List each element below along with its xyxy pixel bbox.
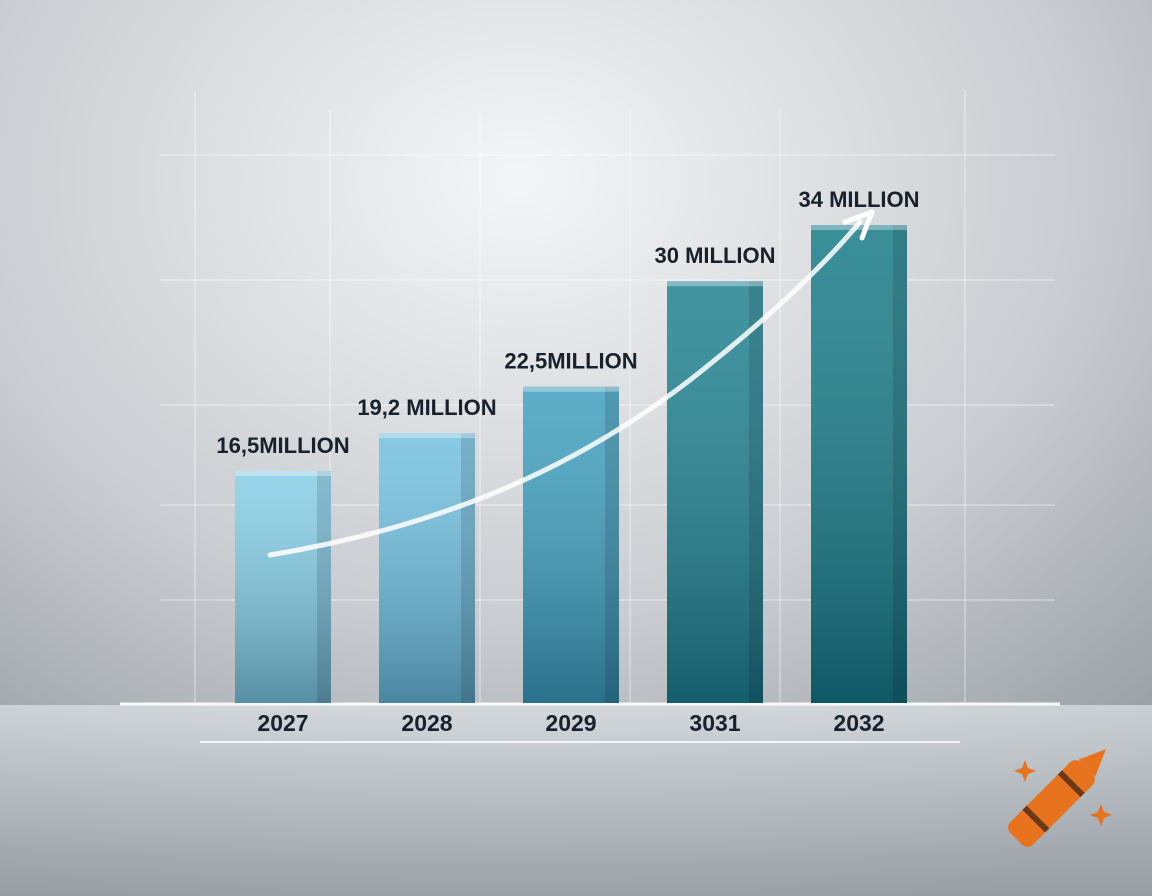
x-tick-label: 2029 [545,710,596,736]
bar-top [811,225,907,230]
floor [0,705,1152,896]
bar-shade [811,225,907,703]
bar-side [461,433,475,703]
bar-shade [379,433,475,703]
logo [1008,749,1106,847]
bar-shade [667,281,763,703]
bar-shade [523,386,619,703]
value-label: 30 MILLION [654,243,775,268]
bar-top [235,471,331,477]
bar-side [605,386,619,703]
bar-shade [235,471,331,703]
x-tick-label: 3031 [689,710,740,736]
value-label: 16,5MILLION [216,433,349,458]
bar-side [893,225,907,703]
bar-top [523,386,619,392]
x-tick-label: 2027 [257,710,308,736]
value-label: 34 MILLION [798,187,919,212]
bar-top [667,281,763,287]
bars: 16,5MILLION 2027 19,2 MILLION 2028 22,5MILLI… [216,187,919,736]
x-tick-label: 2028 [401,710,452,736]
trend-arrow [267,209,875,558]
sparkle [1090,804,1112,826]
sparkle [1014,760,1036,782]
bar-side [317,471,331,703]
value-label: 19,2 MILLION [357,395,496,420]
bar-top [379,433,475,439]
value-label: 22,5MILLION [504,348,637,373]
x-tick-label: 2032 [833,710,884,736]
bar-side [749,281,763,703]
